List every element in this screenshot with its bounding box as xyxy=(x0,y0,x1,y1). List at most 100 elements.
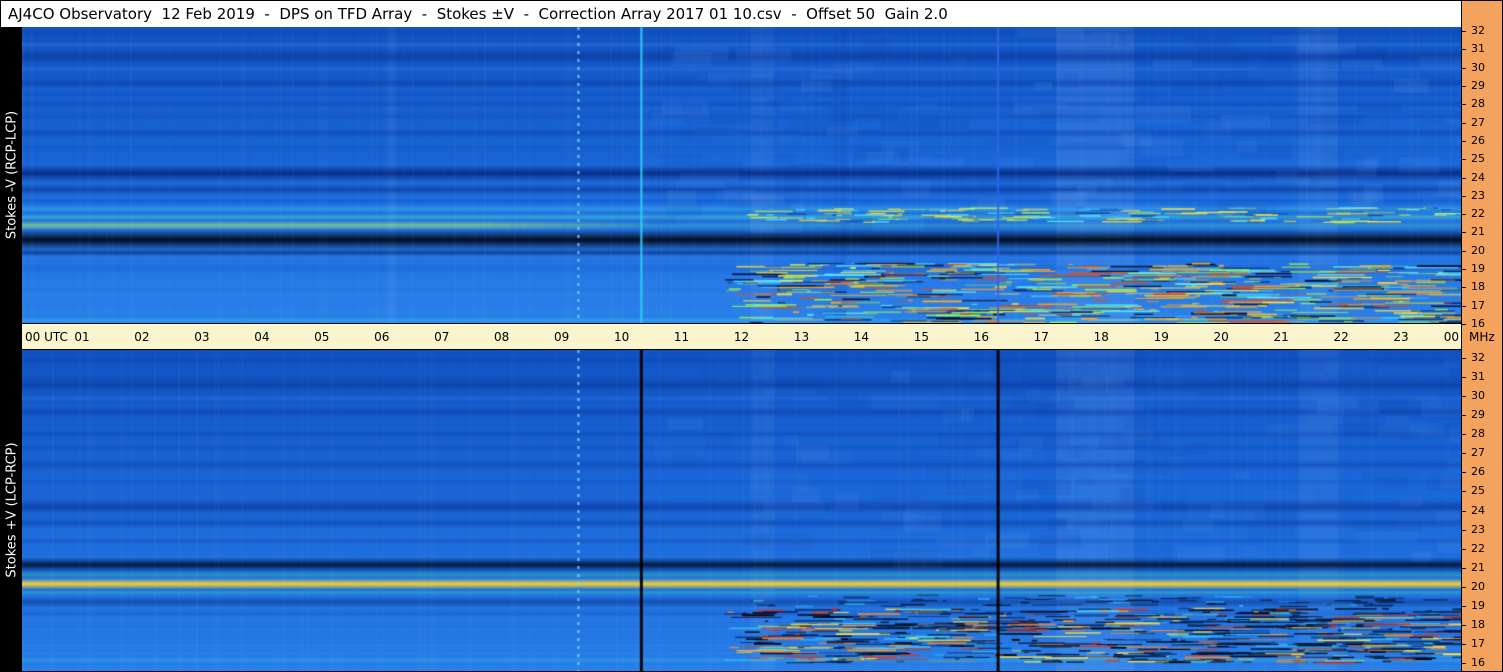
freq-tick-mark xyxy=(1462,177,1466,179)
freq-tick-mark xyxy=(1462,491,1466,493)
freq-tick-label: 17 xyxy=(1471,636,1485,650)
freq-tick-mark xyxy=(1462,49,1466,51)
freq-tick-mark xyxy=(1462,567,1466,569)
time-tick-label: 22 xyxy=(1333,330,1349,344)
freq-tick-label: 24 xyxy=(1471,170,1485,184)
freq-tick-mark xyxy=(1462,305,1466,307)
freq-tick-label: 19 xyxy=(1471,598,1485,612)
time-tick-label: 13 xyxy=(793,330,810,344)
page-title: AJ4CO Observatory 12 Feb 2019 - DPS on T… xyxy=(8,5,948,23)
time-tick-label: 19 xyxy=(1153,330,1169,344)
freq-tick-mark xyxy=(1462,67,1466,69)
freq-tick-mark xyxy=(1462,122,1466,124)
freq-tick-label: 21 xyxy=(1471,225,1485,239)
freq-tick-label: 20 xyxy=(1471,579,1485,593)
freq-tick-label: 26 xyxy=(1471,465,1485,479)
time-tick-label: 20 xyxy=(1213,330,1229,344)
frequency-scale: 32 31 30 29 28 27 26 25 24 23 22 21 20 19 18 17 16 32 31 30… xyxy=(1461,1,1502,671)
freq-tick-label: 16 xyxy=(1471,317,1485,330)
freq-tick-mark xyxy=(1462,31,1466,32)
freq-tick-mark xyxy=(1462,396,1466,398)
freq-tick-label: 31 xyxy=(1471,370,1485,384)
freq-tick-label: 28 xyxy=(1471,97,1485,111)
time-tick-label: 14 xyxy=(853,330,870,344)
freq-tick-mark xyxy=(1462,85,1466,87)
title-bar: AJ4CO Observatory 12 Feb 2019 - DPS on T… xyxy=(1,1,1461,27)
freq-tick-label: 17 xyxy=(1471,298,1485,312)
time-tick-label: 08 xyxy=(494,330,510,344)
time-tick-label: 03 xyxy=(194,330,210,344)
spectrogram-stokes-posv xyxy=(22,350,1461,671)
time-tick-label: 18 xyxy=(1093,330,1109,344)
freq-tick-mark xyxy=(1462,377,1466,379)
freq-tick-mark xyxy=(1462,643,1466,645)
time-tick-label: 06 xyxy=(374,330,390,344)
freq-tick-mark xyxy=(1462,195,1466,197)
freq-tick-mark xyxy=(1462,472,1466,474)
freq-tick-label: 27 xyxy=(1471,115,1485,129)
time-tick-label: 17 xyxy=(1033,330,1049,344)
freq-tick-label: 22 xyxy=(1471,541,1485,555)
stokes-negv-axis-label: Stokes -V (RCP-LCP) xyxy=(4,110,19,240)
freq-tick-mark xyxy=(1462,250,1466,252)
time-tick-label: 12 xyxy=(733,330,750,344)
freq-tick-label: 28 xyxy=(1471,427,1485,441)
freq-tick-label: 18 xyxy=(1471,280,1485,294)
freq-tick-mark xyxy=(1462,605,1466,607)
freq-tick-mark xyxy=(1462,287,1466,289)
freq-tick-mark xyxy=(1462,140,1466,142)
freq-tick-mark xyxy=(1462,453,1466,455)
freq-tick-label: 20 xyxy=(1471,243,1485,257)
time-tick-label: 00 UTC xyxy=(25,330,68,344)
freq-tick-label: 27 xyxy=(1471,446,1485,460)
freq-tick-mark xyxy=(1462,529,1466,531)
freq-tick-mark xyxy=(1462,232,1466,234)
freq-tick-label: 21 xyxy=(1471,560,1485,574)
time-tick-label: 23 xyxy=(1393,330,1409,344)
time-tick-label: 01 xyxy=(74,330,90,344)
freq-tick-mark xyxy=(1462,214,1466,216)
freq-tick-label: 25 xyxy=(1471,152,1485,166)
time-tick-label: 16 xyxy=(973,330,989,344)
freq-tick-mark xyxy=(1462,663,1466,664)
stokes-posv-axis-label: Stokes +V (LCP-RCP) xyxy=(4,442,19,578)
time-tick-label: 10 xyxy=(613,330,630,344)
freq-tick-label: 16 xyxy=(1471,656,1485,669)
freq-tick-mark xyxy=(1462,324,1466,325)
time-tick-label: 02 xyxy=(134,330,150,344)
freq-tick-label: 25 xyxy=(1471,484,1485,498)
freq-tick-label: 19 xyxy=(1471,262,1485,276)
spectrogram-stokes-negv xyxy=(22,27,1461,323)
freq-tick-label: 30 xyxy=(1471,389,1485,403)
freq-tick-label: 30 xyxy=(1471,60,1485,74)
freq-tick-mark xyxy=(1462,358,1466,359)
time-tick-label: 09 xyxy=(553,330,570,344)
freq-tick-mark xyxy=(1462,434,1466,436)
time-tick-label: 05 xyxy=(314,330,330,344)
freq-tick-label: 23 xyxy=(1471,522,1485,536)
freq-tick-mark xyxy=(1462,415,1466,417)
freq-tick-label: 31 xyxy=(1471,42,1485,56)
freq-tick-label: 23 xyxy=(1471,188,1485,202)
freq-tick-label: 32 xyxy=(1471,351,1485,364)
freq-tick-label: 18 xyxy=(1471,617,1485,631)
freq-tick-mark xyxy=(1462,510,1466,512)
time-tick-label: 07 xyxy=(434,330,450,344)
time-axis: 00 UTC 01 02 03 04 05 06 07 08 09 10 11 12 13 14 15 16 17… xyxy=(22,323,1461,350)
freq-tick-mark xyxy=(1462,104,1466,106)
freq-tick-mark xyxy=(1462,269,1466,271)
freq-tick-mark xyxy=(1462,159,1466,161)
time-tick-label: 21 xyxy=(1273,330,1289,344)
time-tick-label: 11 xyxy=(673,330,690,344)
freq-tick-label: 32 xyxy=(1471,24,1485,37)
freq-tick-label: 29 xyxy=(1471,408,1485,422)
freq-tick-mark xyxy=(1462,548,1466,550)
freq-tick-label: 29 xyxy=(1471,78,1485,92)
time-tick-label: 00 xyxy=(1443,330,1459,344)
time-tick-label: 04 xyxy=(254,330,270,344)
freq-tick-mark xyxy=(1462,624,1466,626)
freq-tick-mark xyxy=(1462,586,1466,588)
freq-tick-label: 24 xyxy=(1471,503,1485,517)
left-axis-column: Stokes -V (RCP-LCP) Stokes +V (LCP-RCP) xyxy=(1,27,22,671)
